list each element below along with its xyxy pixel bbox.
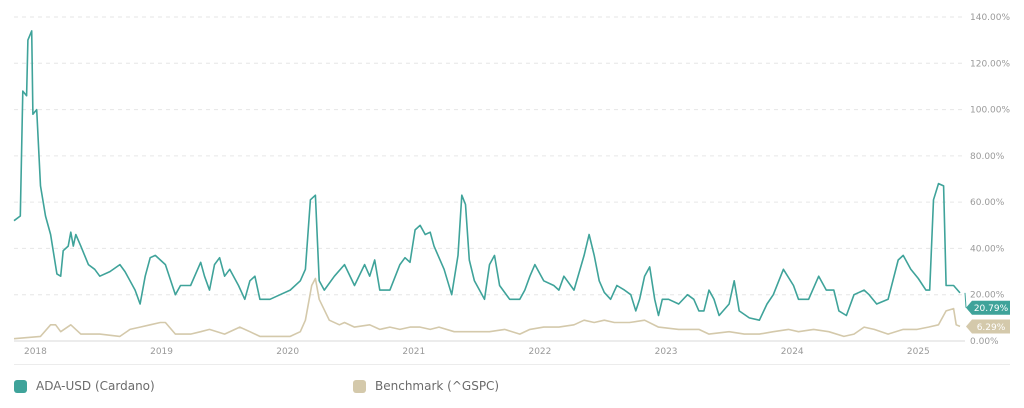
- x-tick-label: 2021: [402, 347, 425, 357]
- series-line-0: [13, 30, 961, 321]
- end-value-label: 6.29%: [977, 323, 1006, 333]
- y-tick-label: 20.00%: [970, 291, 1005, 301]
- x-tick-label: 2020: [276, 347, 299, 357]
- end-value-badge-1: 6.29%: [966, 319, 1010, 334]
- end-value-badge-0: 20.79%: [964, 292, 1010, 315]
- legend-divider: [14, 364, 1010, 365]
- y-tick-label: 120.00%: [970, 59, 1010, 69]
- legend-item-ada[interactable]: ADA-USD (Cardano): [14, 379, 155, 393]
- x-tick-label: 2025: [907, 347, 930, 357]
- x-tick-label: 2019: [150, 347, 173, 357]
- y-tick-label: 60.00%: [970, 198, 1005, 208]
- y-tick-label: 40.00%: [970, 244, 1005, 254]
- end-value-badge-bg: [966, 319, 1010, 334]
- y-tick-label: 100.00%: [970, 106, 1010, 116]
- x-tick-label: 2022: [528, 347, 551, 357]
- end-value-connector: [964, 292, 967, 308]
- x-tick-label: 2018: [24, 347, 47, 357]
- legend-item-benchmark[interactable]: Benchmark (^GSPC): [353, 379, 499, 393]
- legend-swatch-ada: [14, 379, 27, 393]
- end-value-label: 20.79%: [974, 304, 1009, 314]
- x-tick-label: 2023: [655, 347, 678, 357]
- x-tick-label: 2024: [781, 347, 804, 357]
- y-tick-label: 140.00%: [970, 13, 1010, 23]
- end-value-badge-bg: [966, 300, 1010, 315]
- legend-swatch-benchmark: [353, 379, 366, 393]
- y-tick-label: 80.00%: [970, 152, 1005, 162]
- y-tick-label: 0.00%: [970, 337, 999, 347]
- legend-label-ada: ADA-USD (Cardano): [36, 379, 155, 393]
- series-line-1: [13, 277, 961, 340]
- legend-label-benchmark: Benchmark (^GSPC): [375, 379, 500, 393]
